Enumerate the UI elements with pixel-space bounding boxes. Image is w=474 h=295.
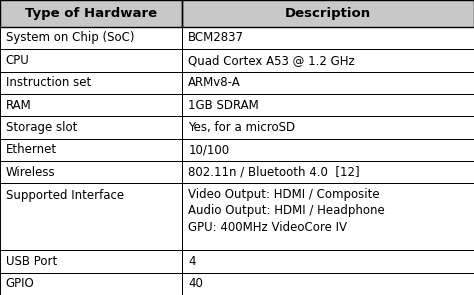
Text: 40: 40 [188, 277, 203, 290]
Bar [182, 71, 474, 94]
Bar [182, 273, 474, 295]
Bar [0, 94, 182, 116]
Bar [182, 27, 474, 49]
Text: USB Port: USB Port [6, 255, 57, 268]
Bar [182, 273, 474, 295]
Text: Wireless: Wireless [6, 165, 55, 178]
Text: Ethernet: Ethernet [6, 143, 57, 156]
Bar [0, 250, 182, 273]
Bar [0, 161, 182, 183]
Bar [182, 161, 474, 183]
Text: BCM2837: BCM2837 [188, 32, 244, 45]
Bar [0, 139, 182, 161]
Text: Video Output: HDMI / Composite
Audio Output: HDMI / Headphone
GPU: 400MHz VideoC: Video Output: HDMI / Composite Audio Out… [188, 188, 385, 234]
Text: Description: Description [285, 7, 371, 20]
Bar [0, 116, 182, 139]
Text: Supported Interface: Supported Interface [6, 189, 124, 202]
Text: 802.11n / Bluetooth 4.0  [12]: 802.11n / Bluetooth 4.0 [12] [188, 165, 360, 178]
Bar [182, 94, 474, 116]
Bar [0, 273, 182, 295]
Bar [182, 49, 474, 71]
Bar [0, 250, 182, 273]
Bar [0, 183, 182, 250]
Bar [0, 0, 474, 27]
Bar [0, 27, 182, 49]
Bar [0, 183, 182, 250]
Text: Quad Cortex A53 @ 1.2 GHz: Quad Cortex A53 @ 1.2 GHz [188, 54, 355, 67]
Text: 4: 4 [188, 255, 196, 268]
Text: Type of Hardware: Type of Hardware [25, 7, 157, 20]
Bar [182, 183, 474, 250]
Bar [0, 161, 182, 183]
Bar [0, 71, 182, 94]
Bar [182, 250, 474, 273]
Bar [182, 116, 474, 139]
Bar [0, 0, 182, 27]
Bar [0, 27, 182, 49]
Text: Storage slot: Storage slot [6, 121, 77, 134]
Bar [182, 49, 474, 71]
Bar [182, 71, 474, 94]
Text: 10/100: 10/100 [188, 143, 229, 156]
Text: 1GB SDRAM: 1GB SDRAM [188, 99, 259, 112]
Bar [0, 71, 182, 94]
Bar [182, 27, 474, 49]
Bar [182, 161, 474, 183]
Bar [182, 139, 474, 161]
Bar [0, 139, 182, 161]
Bar [182, 116, 474, 139]
Bar [0, 273, 182, 295]
Text: GPIO: GPIO [6, 277, 35, 290]
Bar [182, 94, 474, 116]
Bar [0, 49, 182, 71]
Bar [182, 250, 474, 273]
Text: RAM: RAM [6, 99, 31, 112]
Bar [182, 139, 474, 161]
Text: Instruction set: Instruction set [6, 76, 91, 89]
Bar [182, 0, 474, 27]
Text: System on Chip (SoC): System on Chip (SoC) [6, 32, 134, 45]
Bar [0, 116, 182, 139]
Bar [182, 183, 474, 250]
Bar [0, 49, 182, 71]
Text: Yes, for a microSD: Yes, for a microSD [188, 121, 295, 134]
Bar [0, 94, 182, 116]
Text: CPU: CPU [6, 54, 29, 67]
Text: ARMv8-A: ARMv8-A [188, 76, 241, 89]
